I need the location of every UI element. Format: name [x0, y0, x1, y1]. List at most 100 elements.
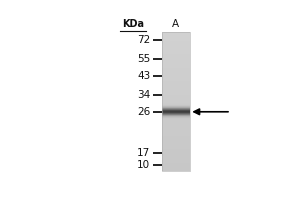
Bar	[162, 169, 190, 170]
Bar	[162, 149, 190, 150]
Bar	[162, 151, 190, 152]
Bar	[162, 143, 190, 144]
Bar	[162, 45, 190, 46]
Bar	[162, 56, 190, 57]
Bar	[162, 54, 190, 55]
Bar	[162, 139, 190, 140]
Bar	[162, 131, 190, 132]
Bar	[162, 100, 190, 101]
Bar	[162, 103, 190, 104]
Bar	[162, 126, 190, 127]
Bar	[162, 115, 190, 116]
Bar	[162, 155, 190, 156]
Bar	[162, 35, 190, 36]
Bar	[162, 83, 190, 84]
Bar	[162, 63, 190, 64]
Bar	[162, 43, 190, 44]
Bar	[162, 120, 190, 121]
Bar	[162, 59, 190, 60]
Bar	[162, 167, 190, 168]
Bar	[162, 114, 190, 115]
Bar	[162, 37, 190, 38]
Bar	[162, 162, 190, 163]
Bar	[162, 68, 190, 69]
Bar	[162, 153, 190, 154]
Bar	[162, 135, 190, 136]
Bar	[162, 77, 190, 78]
Bar	[162, 113, 190, 114]
Bar	[162, 108, 190, 109]
Bar	[162, 58, 190, 59]
Bar	[162, 94, 190, 95]
Text: A: A	[172, 19, 179, 29]
Bar	[162, 144, 190, 145]
Text: 43: 43	[137, 71, 150, 81]
Text: 26: 26	[137, 107, 150, 117]
Bar	[162, 107, 190, 108]
Bar	[162, 61, 190, 62]
Bar	[162, 66, 190, 67]
Bar	[162, 142, 190, 143]
Bar	[162, 164, 190, 165]
Bar	[162, 154, 190, 155]
Bar	[162, 71, 190, 72]
Bar	[162, 157, 190, 158]
Bar	[162, 104, 190, 105]
Text: 55: 55	[137, 54, 150, 64]
Bar	[162, 132, 190, 133]
Bar	[162, 79, 190, 80]
Text: 10: 10	[137, 160, 150, 170]
Bar	[162, 80, 190, 81]
Bar	[162, 112, 190, 113]
Bar	[162, 163, 190, 164]
Bar	[162, 72, 190, 73]
Bar	[162, 161, 190, 162]
Bar	[162, 141, 190, 142]
Bar	[162, 110, 190, 111]
Bar	[162, 130, 190, 131]
Bar	[162, 52, 190, 53]
Bar	[162, 146, 190, 147]
Bar	[162, 93, 190, 94]
Bar	[162, 150, 190, 151]
Bar	[162, 101, 190, 102]
Bar	[162, 105, 190, 106]
Bar	[162, 32, 190, 33]
Bar	[162, 38, 190, 39]
Bar	[162, 87, 190, 88]
Bar	[162, 82, 190, 83]
Bar	[162, 134, 190, 135]
Bar	[162, 125, 190, 126]
Bar	[162, 122, 190, 123]
Bar	[162, 152, 190, 153]
Bar	[162, 136, 190, 137]
Bar	[162, 50, 190, 51]
Bar	[162, 32, 190, 171]
Bar	[162, 137, 190, 138]
Bar	[162, 74, 190, 75]
Bar	[162, 145, 190, 146]
Bar	[162, 86, 190, 87]
Bar	[162, 159, 190, 160]
Bar	[162, 40, 190, 41]
Bar	[162, 69, 190, 70]
Bar	[162, 90, 190, 91]
Bar	[162, 102, 190, 103]
Bar	[162, 84, 190, 85]
Bar	[162, 51, 190, 52]
Text: 34: 34	[137, 90, 150, 100]
Bar	[162, 97, 190, 98]
Bar	[162, 41, 190, 42]
Bar	[162, 156, 190, 157]
Text: 17: 17	[137, 148, 150, 158]
Bar	[162, 57, 190, 58]
Bar	[162, 88, 190, 89]
Bar	[162, 116, 190, 117]
Bar	[162, 92, 190, 93]
Bar	[162, 64, 190, 65]
Bar	[162, 36, 190, 37]
Bar	[162, 34, 190, 35]
Bar	[162, 117, 190, 118]
Bar	[162, 119, 190, 120]
Bar	[162, 89, 190, 90]
